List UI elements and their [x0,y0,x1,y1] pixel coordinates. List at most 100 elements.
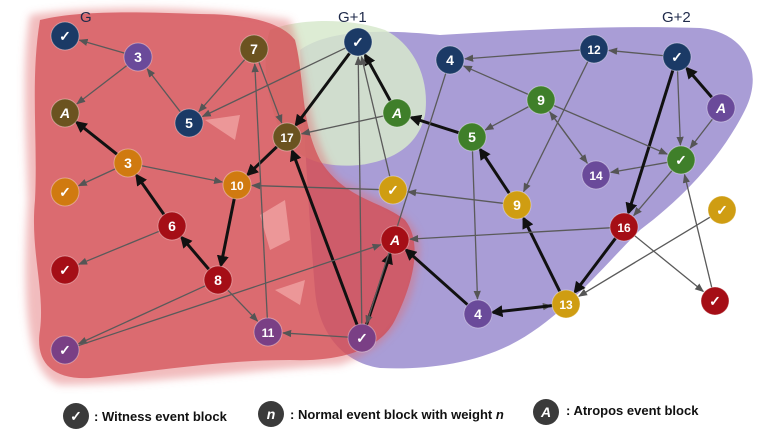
edge-n_w_gold_g2-to-n13 [578,216,711,297]
witness-node-circle [707,195,737,225]
legend-witness-text: : Witness event block [94,409,228,424]
edge-n9_green-to-n_w_green_g2 [553,104,669,155]
edge-n8-to-n11 [227,289,259,322]
edge-n16-to-n13 [573,237,617,294]
normal-node-label: 5 [185,115,193,131]
legend-atropos-icon [533,399,559,425]
normal-node-circle [203,265,233,295]
normal-node-circle [435,45,465,75]
witness-node-label: ✓ [59,28,71,44]
edge-n4_purple-to-n_a_red [404,248,469,306]
witness-node-circle [378,175,408,205]
witness-node-circle [50,21,80,51]
node-normal-n16: 16 [609,212,639,242]
node-normal-n11: 11 [253,317,283,347]
witness-node-circle [50,177,80,207]
normal-node-circle [526,85,556,115]
legend-atropos-symbol: A [540,404,551,420]
witness-node-label: ✓ [716,202,728,218]
witness-node-circle [700,286,730,316]
edge-n3_top-to-n_w_top_left [78,38,125,54]
edge-n3_mid-to-n_a_left [74,120,118,156]
edge-n7-to-n17 [258,61,283,124]
witness-node-label: ✓ [709,293,721,309]
normal-node-circle [272,122,302,152]
edge-n_a_green-to-n17 [300,115,384,136]
normal-node-circle [174,108,204,138]
node-normal-n13: 13 [551,289,581,319]
node-witness-n_w_orange: ✓ [50,177,80,207]
witness-node-circle [666,145,696,175]
edge-n12-to-n9_gold [523,61,589,193]
region-label-g1: G+1 [338,9,367,26]
normal-node-label: 3 [134,49,142,65]
legend-witness: ✓ : Witness event block [63,403,228,429]
normal-node-label: 4 [446,52,454,68]
edge-n6-to-n_w_red_left [78,230,160,265]
edge-n12-to-n4_top [464,49,581,62]
edge-n_w_navy_g2-to-n12 [608,47,664,57]
node-normal-n9_green: 9 [526,85,556,115]
edge-n4_top-to-n_w_purple_mid [365,73,447,325]
node-normal-n4_top: 4 [435,45,465,75]
edges [74,38,713,347]
node-normal-n14: 14 [581,160,611,190]
normal-node-circle [551,289,581,319]
edge-n3_mid-to-n10 [141,165,224,184]
witness-node-circle [662,42,692,72]
region-label-g2: G+2 [662,9,691,26]
legend-witness-symbol: ✓ [70,408,82,424]
witness-node-label: ✓ [59,184,71,200]
normal-node-label: 9 [513,197,521,213]
normal-node-circle [222,170,252,200]
normal-node-label: 8 [214,272,222,288]
nodes: ✓ 3 7 A 5 3 17 ✓ 10 6 ✓ 8 11 ✓ ✓ A ✓ A ✓ 4 9 5 9 4 13 12 14 16 ✓ A ✓ ✓ ✓ [50,21,737,365]
normal-node-circle [609,212,639,242]
normal-node-circle [463,299,493,329]
node-normal-n6: 6 [157,211,187,241]
edge-n5_green-to-n4_purple [471,150,481,300]
edge-n_w_purple_mid-to-n17 [289,148,359,326]
witness-node-circle [343,27,373,57]
legend-normal-symbol: n [267,406,276,422]
edge-n17-to-n10 [246,145,278,177]
witness-node-label: ✓ [352,34,364,50]
node-witness-n_w_navy_g1: ✓ [343,27,373,57]
edge-n_a_green-to-n_w_navy_g1 [363,53,392,102]
edge-n16-to-n_w_red_g2 [634,235,705,293]
legend-normal-text: : Normal event block with weight n [290,407,504,422]
node-normal-n17: 17 [272,122,302,152]
edge-n_w_green_g2-to-n16 [633,170,673,217]
node-normal-n4_purple: 4 [463,299,493,329]
atropos-node-label: A [59,105,70,121]
node-witness-n_w_gold_g2: ✓ [707,195,737,225]
node-witness-n_w_navy_g2: ✓ [662,42,692,72]
edge-n11-to-n7 [251,63,268,319]
edge-n_w_navy_g1-to-n5_left [201,47,346,118]
witness-node-circle [50,255,80,285]
normal-node-label: 13 [559,298,573,312]
normal-node-label: 5 [468,129,476,145]
edge-n9_gold-to-n5_green [478,147,511,195]
edge-n5_left-to-n3_top [146,68,181,113]
atropos-node-circle [706,93,736,123]
normal-node-circle [502,190,532,220]
normal-node-circle [579,34,609,64]
legend-atropos: A : Atropos event block [533,399,699,425]
witness-node-circle [347,323,377,353]
node-witness-n_w_purple_mid: ✓ [347,323,377,353]
edge-n8-to-n_w_purple_left [77,285,206,345]
normal-node-circle [253,317,283,347]
node-atropos-n_a_purple: A [706,93,736,123]
legend-normal: n : Normal event block with weight n [258,401,504,427]
node-witness-n_w_red_left: ✓ [50,255,80,285]
edge-n6-to-n3_mid [135,173,166,216]
edge-n9_green-to-n4_top [462,65,529,95]
edge-n16-to-n_a_red [409,227,611,243]
normal-node-label: 12 [587,43,601,57]
normal-node-label: 17 [280,131,294,145]
node-witness-n_w_top_left: ✓ [50,21,80,51]
node-witness-n_w_purple_left: ✓ [50,335,80,365]
atropos-node-circle [382,98,412,128]
